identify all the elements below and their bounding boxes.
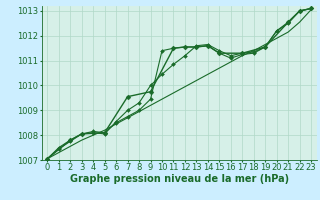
X-axis label: Graphe pression niveau de la mer (hPa): Graphe pression niveau de la mer (hPa) <box>70 174 289 184</box>
